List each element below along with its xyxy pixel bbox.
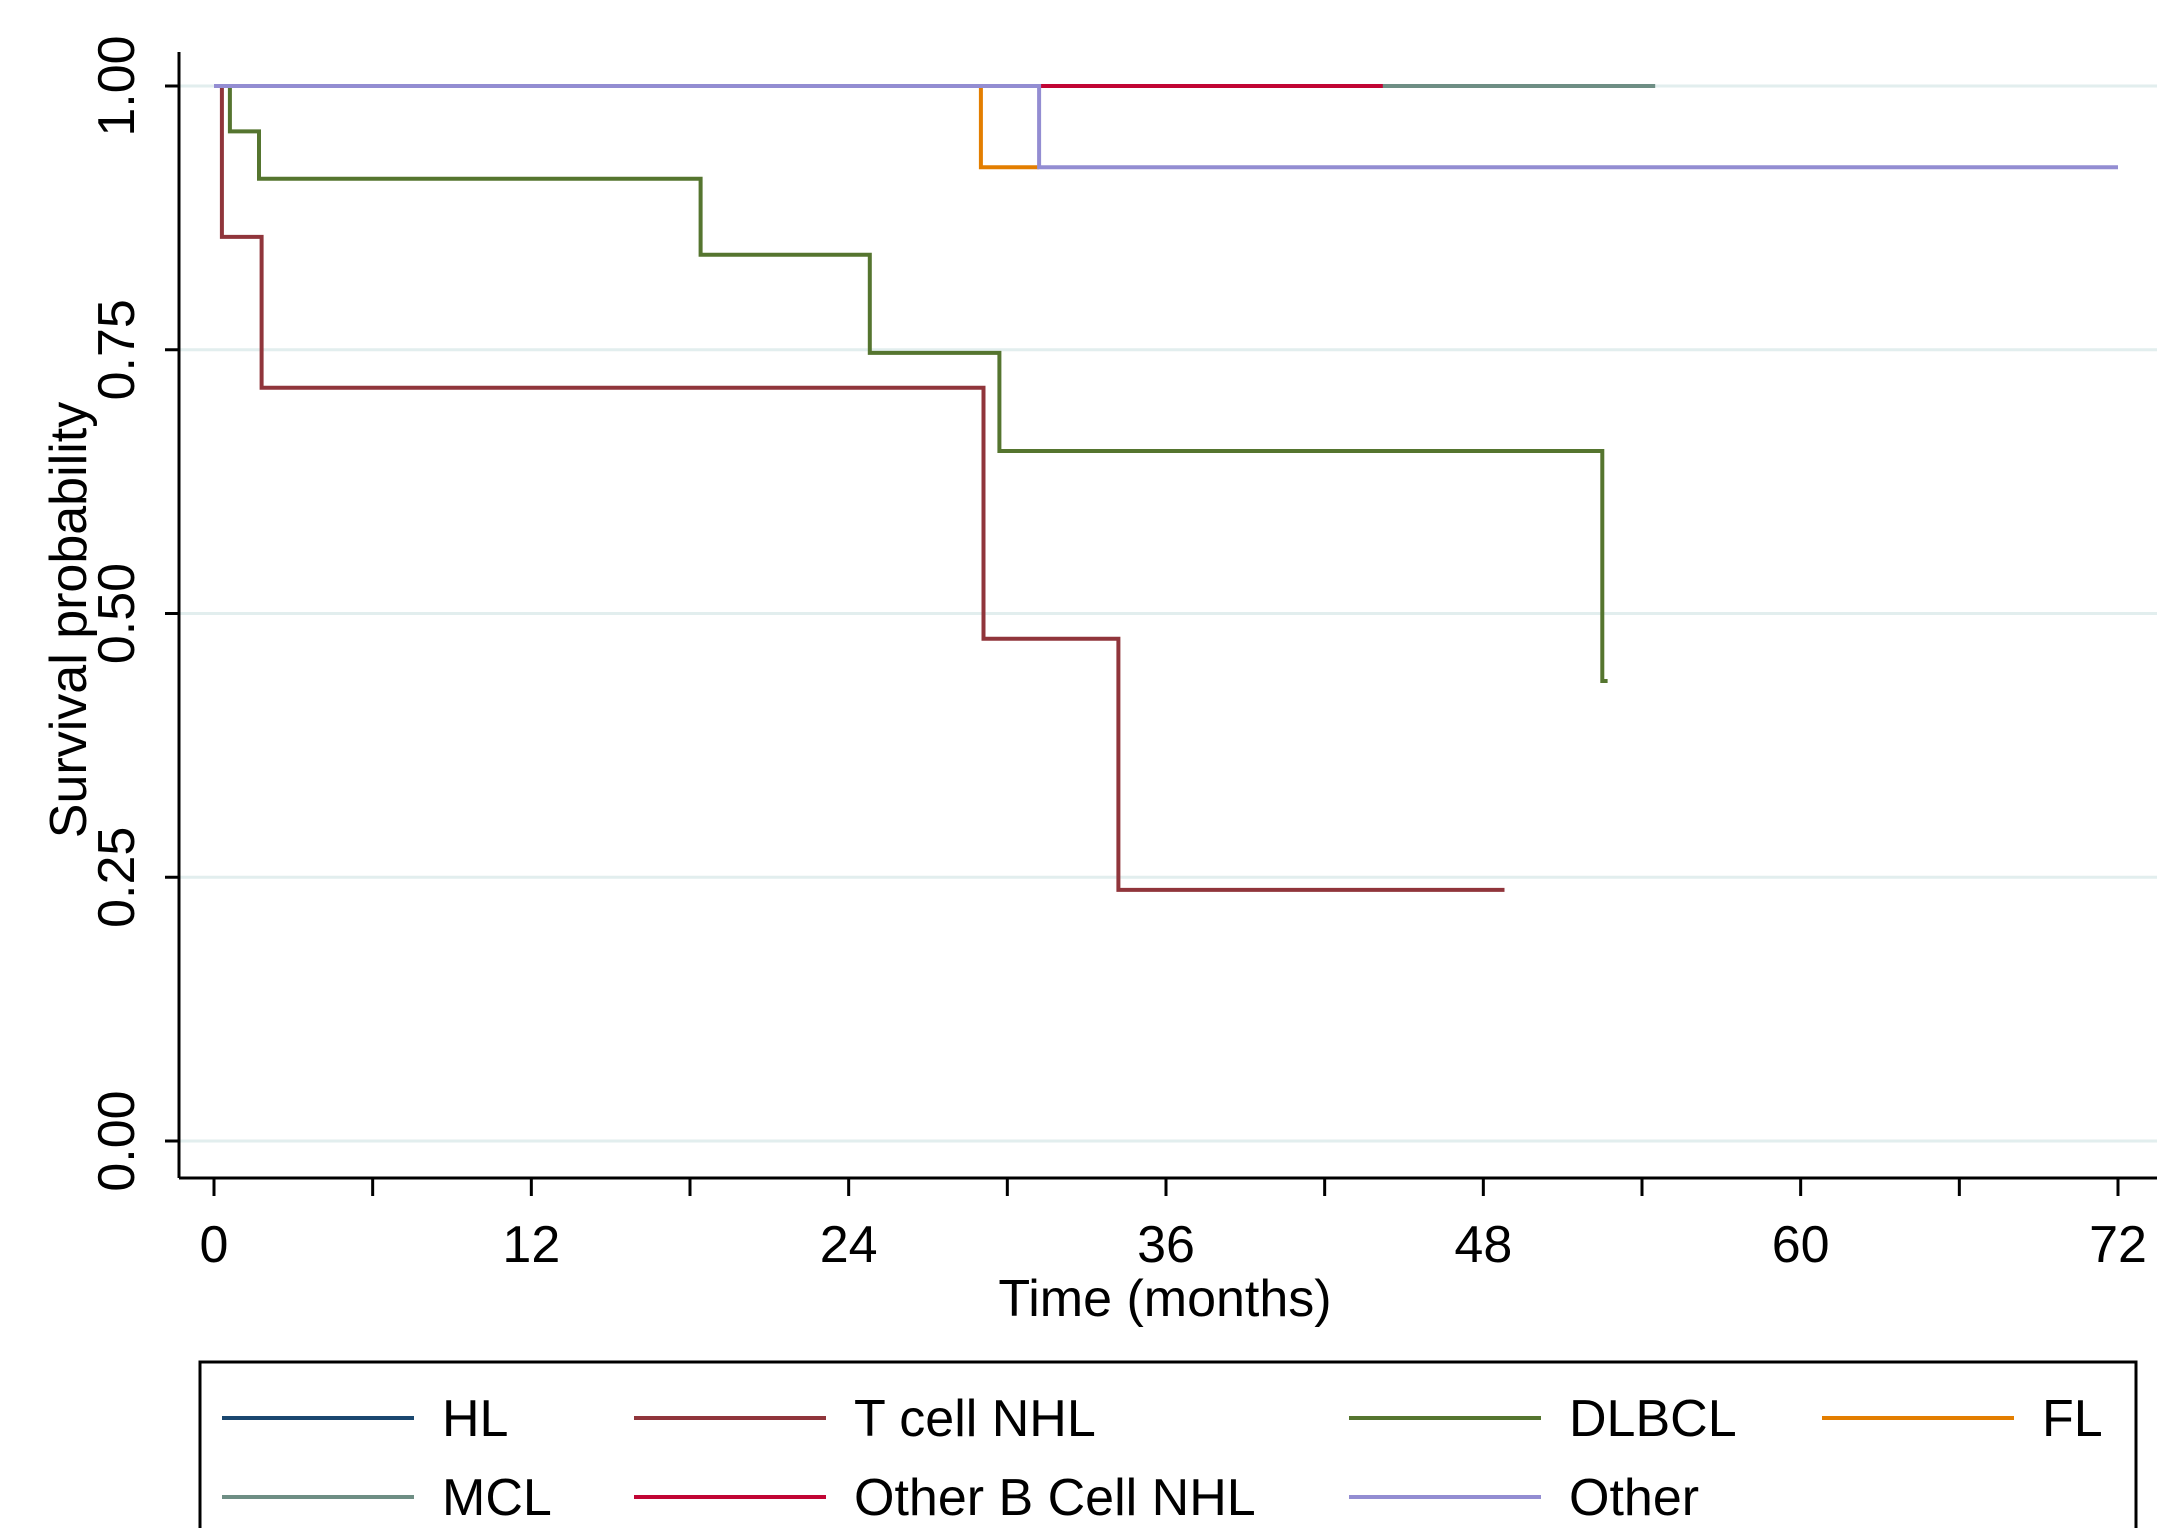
x-tick-label-6: 72 — [2089, 1216, 2147, 1274]
x-tick-label-5: 60 — [1772, 1216, 1830, 1274]
legend-label-dlbcl: DLBCL — [1569, 1390, 1737, 1448]
axes-layer: 0.000.250.500.751.000 12 24 36 48 60 72 — [88, 35, 2157, 1274]
x-tick-label-0: 0 — [200, 1216, 229, 1274]
grid-layer — [179, 86, 2157, 1141]
legend-label-mcl: MCL — [442, 1469, 552, 1527]
legend-label-t-cell-nhl: T cell NHL — [854, 1390, 1096, 1448]
series-line-other — [214, 86, 2118, 167]
series-line-dlbcl — [214, 86, 1608, 681]
x-tick-label-3: 36 — [1137, 1216, 1195, 1274]
series-line-fl — [214, 86, 1039, 167]
x-tick-label-4: 48 — [1454, 1216, 1512, 1274]
legend-label-other: Other — [1569, 1469, 1699, 1527]
y-tick-label-4: 1.00 — [88, 35, 146, 136]
series-line-t-cell-nhl — [214, 86, 1505, 890]
legend-label-hl: HL — [442, 1390, 508, 1448]
y-axis-label: Survival probability — [40, 402, 98, 838]
x-axis-label: Time (months) — [998, 1270, 1331, 1328]
y-tick-label-1: 0.25 — [88, 827, 146, 928]
legend-label-fl: FL — [2042, 1390, 2103, 1448]
series-layer — [214, 86, 2118, 890]
x-tick-label-2: 24 — [820, 1216, 878, 1274]
legend-label-other-b-cell-nhl: Other B Cell NHL — [854, 1469, 1256, 1527]
x-tick-label-1: 12 — [502, 1216, 560, 1274]
y-tick-label-3: 0.75 — [88, 299, 146, 400]
legend: HL T cell NHL DLBCL FL MCL Other B Cell NHL Ot… — [200, 1362, 2136, 1528]
y-tick-label-0: 0.00 — [88, 1090, 146, 1191]
